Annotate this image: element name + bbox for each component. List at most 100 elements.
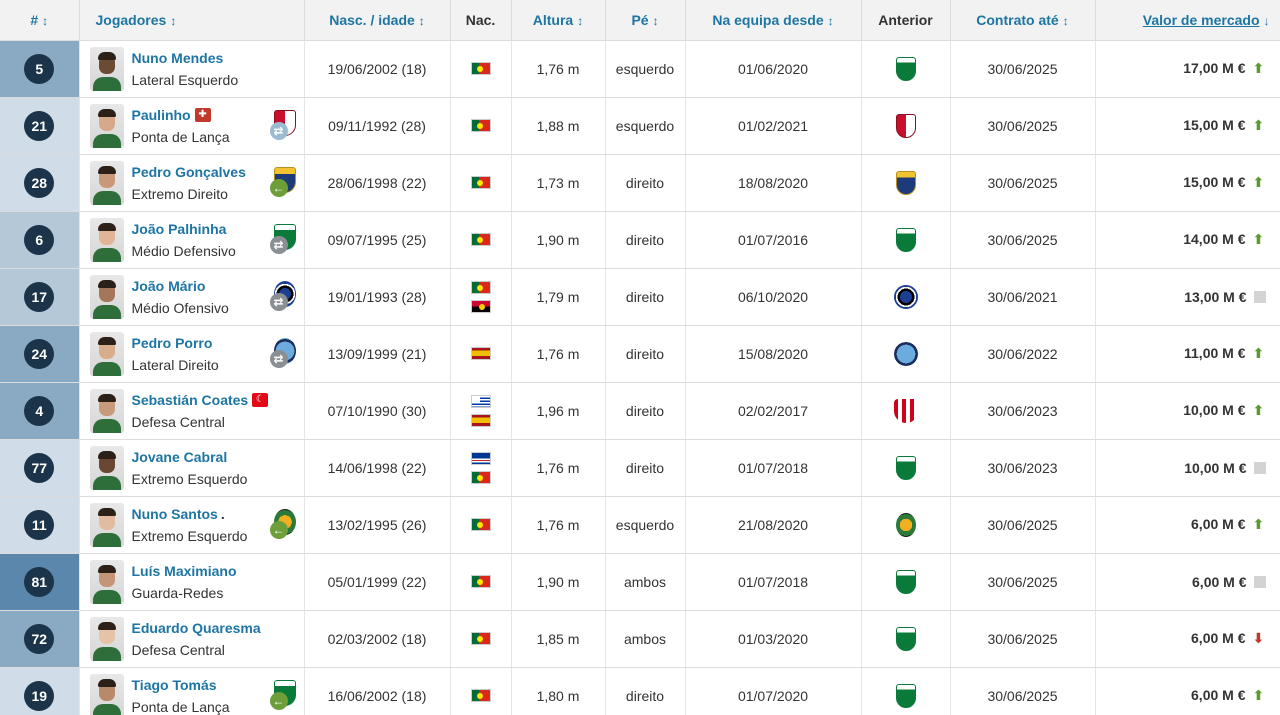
market-value-link[interactable]: 10,00 M €	[1183, 402, 1246, 418]
previous-club-rioave-icon[interactable]	[895, 512, 916, 537]
player-name[interactable]: Tiago Tomás	[131, 676, 217, 693]
previous-club-braga-icon[interactable]	[895, 113, 916, 138]
col-header-height[interactable]: Altura ↕	[511, 0, 606, 41]
col-header-birth[interactable]: Nasc. / idade ↕	[304, 0, 451, 41]
transfer-info-icon[interactable]: ←	[269, 508, 296, 539]
player-position: Ponta de Lança	[131, 128, 230, 145]
nationality-cell	[450, 325, 512, 383]
market-value-link[interactable]: 15,00 M €	[1183, 174, 1246, 190]
joined-date: 06/10/2020	[685, 268, 862, 326]
player-name[interactable]: Nuno Santos	[131, 505, 218, 522]
player-name-link[interactable]: Paulinho ✚	[132, 107, 230, 123]
player-photo[interactable]	[89, 502, 124, 547]
market-value-link[interactable]: 15,00 M €	[1183, 117, 1246, 133]
shirt-number-cell: 21	[0, 97, 80, 155]
transfer-info-icon[interactable]: ←	[269, 166, 296, 197]
col-header-joined[interactable]: Na equipa desde ↕	[685, 0, 862, 41]
transfer-info-icon[interactable]: ⇄	[269, 280, 296, 311]
previous-club-cell	[861, 40, 951, 98]
player-name[interactable]: Sebastián Coates	[131, 391, 249, 408]
previous-club-cell	[861, 496, 951, 554]
previous-club-cell	[861, 610, 951, 668]
col-header-foot[interactable]: Pé ↕	[605, 0, 686, 41]
shirt-number: 81	[24, 566, 55, 597]
birth-date-age: 28/06/1998 (22)	[304, 154, 451, 212]
market-value-link[interactable]: 6,00 M €	[1192, 573, 1247, 590]
player-name-link[interactable]: Eduardo Quaresma	[132, 620, 261, 636]
player-name-link[interactable]: Sebastián Coates ☾	[132, 392, 269, 408]
col-header-nationality: Nac.	[450, 0, 512, 41]
player-name[interactable]: Paulinho	[131, 106, 191, 123]
previous-club-sporting-icon[interactable]	[895, 683, 916, 708]
market-value-cell: 6,00 M € ⬆	[1095, 496, 1280, 554]
injury-icon[interactable]: ✚	[194, 107, 211, 122]
name-suffix: .	[220, 505, 225, 522]
transfer-info-icon[interactable]: ⇄	[269, 109, 296, 140]
player-name-link[interactable]: Jovane Cabral	[132, 449, 248, 465]
market-value-link[interactable]: 14,00 M €	[1183, 231, 1246, 247]
player-photo[interactable]	[89, 388, 124, 433]
market-value-link[interactable]: 17,00 M €	[1183, 60, 1246, 76]
joined-date: 21/08/2020	[685, 496, 862, 554]
player-photo[interactable]	[89, 103, 124, 148]
player-photo[interactable]	[89, 559, 124, 604]
shirt-number: 5	[24, 53, 55, 84]
player-name-link[interactable]: Nuno Mendes	[132, 50, 239, 66]
transfer-info-icon[interactable]: ⇄	[269, 223, 296, 254]
previous-club-mancity-icon[interactable]	[893, 341, 918, 366]
market-value-link[interactable]: 6,00 M €	[1191, 516, 1246, 532]
player-photo[interactable]	[89, 274, 124, 319]
previous-club-famalicao-icon[interactable]	[895, 170, 916, 195]
player-name-link[interactable]: Pedro Gonçalves	[132, 164, 246, 180]
col-header-players[interactable]: Jogadores ↕	[79, 0, 305, 41]
player-photo[interactable]	[89, 217, 124, 262]
market-value-link[interactable]: 13,00 M €	[1184, 288, 1247, 305]
market-value-cell: 15,00 M € ⬆	[1095, 97, 1280, 155]
player-photo[interactable]	[89, 616, 124, 661]
previous-club-sporting-icon[interactable]	[895, 227, 916, 252]
market-value-link[interactable]: 6,00 M €	[1191, 630, 1246, 646]
previous-club-inter-icon[interactable]	[893, 284, 918, 309]
player-position: Defesa Central	[131, 641, 225, 658]
col-header-number[interactable]: # ↕	[0, 0, 80, 41]
player-name[interactable]: Pedro Porro	[131, 334, 213, 351]
player-name-link[interactable]: Pedro Porro	[132, 335, 219, 351]
previous-club-cell	[861, 667, 951, 715]
joined-date: 01/07/2020	[685, 667, 862, 715]
preferred-foot: direito	[605, 268, 686, 326]
previous-club-sporting-icon[interactable]	[895, 569, 916, 594]
transfer-info-icon[interactable]: ⇄	[269, 337, 296, 368]
player-photo[interactable]	[89, 160, 124, 205]
player-photo[interactable]	[89, 46, 124, 91]
previous-club-cell	[861, 211, 951, 269]
player-name[interactable]: Eduardo Quaresma	[131, 619, 261, 636]
player-name[interactable]: Nuno Mendes	[131, 49, 224, 66]
player-name-link[interactable]: Tiago Tomás	[132, 677, 230, 693]
player-name-link[interactable]: Luís Maximiano	[132, 563, 237, 579]
market-value-link[interactable]: 6,00 M €	[1191, 687, 1246, 703]
player-photo[interactable]	[89, 331, 124, 376]
previous-club-sporting-icon[interactable]	[895, 56, 916, 81]
transfer-info-icon[interactable]: ←	[269, 679, 296, 710]
player-name[interactable]: Luís Maximiano	[131, 562, 237, 579]
player-name-link[interactable]: João Palhinha	[132, 221, 236, 237]
previous-club-sunderland-icon[interactable]	[893, 398, 918, 423]
height: 1,85 m	[511, 610, 606, 668]
player-name[interactable]: João Mário	[131, 277, 206, 294]
player-name[interactable]: Pedro Gonçalves	[131, 163, 246, 180]
player-name-link[interactable]: Nuno Santos.	[132, 506, 248, 522]
market-value-link[interactable]: 10,00 M €	[1184, 459, 1247, 476]
previous-club-sporting-icon[interactable]	[895, 455, 916, 480]
player-name[interactable]: Jovane Cabral	[131, 448, 228, 465]
table-row: 24 Pedro Porro Lateral Direito ⇄ 13/09/1999 …	[0, 325, 1280, 383]
player-position: Ponta de Lança	[131, 698, 230, 715]
player-photo[interactable]	[89, 673, 124, 715]
col-header-contract[interactable]: Contrato até ↕	[950, 0, 1096, 41]
player-name[interactable]: João Palhinha	[131, 220, 227, 237]
player-name-link[interactable]: João Mário	[132, 278, 229, 294]
previous-club-sporting-icon[interactable]	[895, 626, 916, 651]
player-photo[interactable]	[89, 445, 124, 490]
market-value-link[interactable]: 11,00 M €	[1184, 345, 1246, 361]
sort-icon: ↕	[652, 13, 659, 28]
col-header-market-value[interactable]: Valor de mercado ↓	[1095, 0, 1280, 41]
